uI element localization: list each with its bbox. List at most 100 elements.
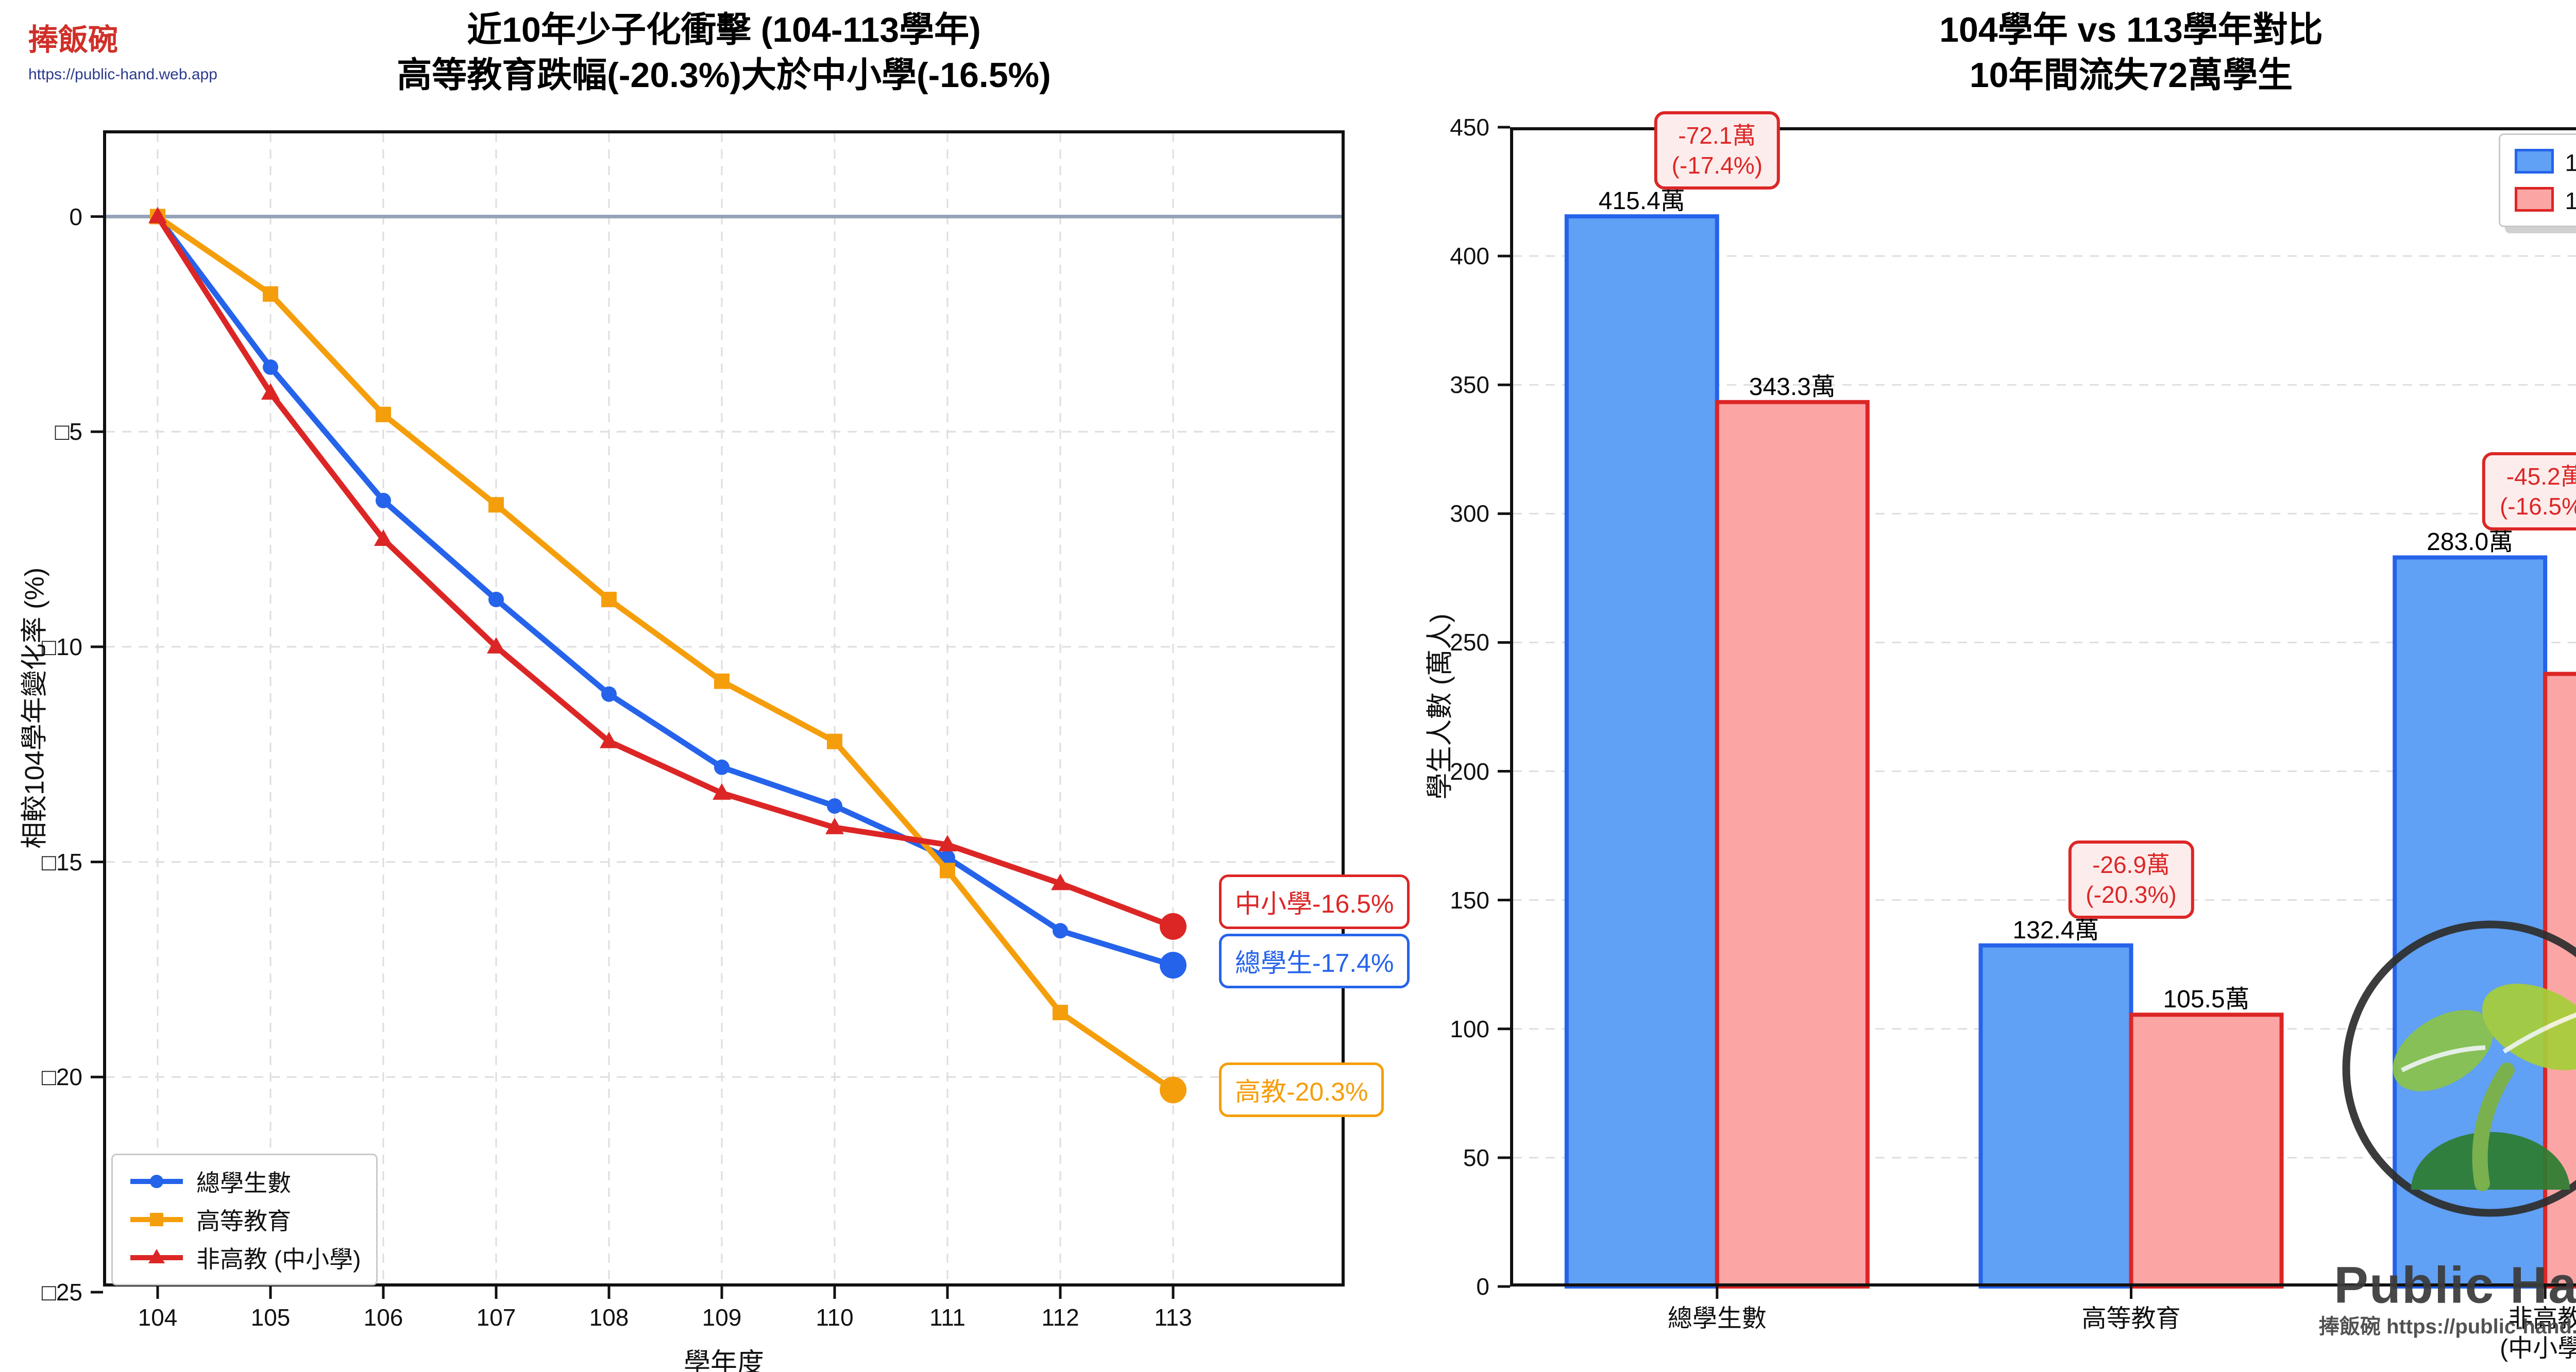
x-tick-label: 109	[702, 1304, 742, 1331]
bar-104	[1564, 214, 1719, 1289]
series-end-dot	[1160, 913, 1187, 940]
y-tick-label: □5	[55, 418, 82, 445]
data-point-marker	[601, 592, 617, 608]
y-tick-label: 150	[1450, 886, 1489, 914]
bar-chart-title-block: 104學年 vs 113學年對比 10年間流失72萬學生	[1510, 7, 2576, 98]
line-chart-legend: 總學生數高等教育非高教 (中小學)	[111, 1154, 378, 1285]
x-tick-label: 107	[476, 1304, 516, 1331]
line-plot-svg	[91, 130, 1345, 1299]
data-point-marker	[488, 497, 504, 513]
legend-item: 113學年 (2024)	[2514, 180, 2576, 218]
y-tick-label: 50	[1463, 1144, 1489, 1171]
triangle-line-swatch-icon	[130, 1249, 183, 1263]
plot-border	[103, 130, 1345, 1287]
y-tick-label: 300	[1450, 500, 1489, 527]
data-point-marker	[1053, 923, 1068, 939]
data-point-marker	[376, 492, 391, 508]
x-tick-label: 104	[138, 1304, 178, 1331]
data-point-marker	[263, 359, 278, 375]
bar-113	[1715, 400, 1870, 1289]
data-point-marker	[150, 1175, 163, 1188]
bar-chart-legend: 104學年 (2015) 113學年 (2024)	[2498, 133, 2576, 227]
data-point-marker	[714, 759, 730, 775]
y-tick-label: 0	[69, 203, 82, 230]
legend-label: 總學生數	[196, 1170, 291, 1196]
data-point-marker	[1051, 873, 1070, 890]
y-tick-label: 100	[1450, 1015, 1489, 1042]
bar-chart-title: 104學年 vs 113學年對比	[1939, 10, 2323, 49]
x-category-label: 非高教(中小學)	[2500, 1305, 2576, 1362]
series-end-dot	[1160, 952, 1187, 979]
x-tick-label: 113	[1154, 1304, 1192, 1331]
data-point-marker	[600, 731, 618, 748]
bar-value-label: 237.8萬	[2538, 638, 2576, 674]
data-point-marker	[263, 286, 278, 302]
bar-color-swatch-icon	[2514, 187, 2554, 212]
y-tick-label: □10	[42, 633, 82, 660]
series-end-dot	[1160, 1076, 1187, 1104]
series-line	[155, 215, 1174, 930]
bar-value-label: 283.0萬	[2427, 528, 2514, 556]
difference-annotation: -72.1萬 (-17.4%)	[1654, 111, 1781, 190]
end-annotation: 高教-20.3%	[1219, 1062, 1384, 1118]
data-point-marker	[714, 673, 730, 689]
bar-plot-svg	[1498, 126, 2576, 1299]
bar-value-label: 415.4萬	[1598, 187, 1685, 215]
bar-113	[2543, 672, 2576, 1289]
brand-url: https://public-hand.web.app	[28, 66, 217, 83]
y-tick-label: 200	[1450, 758, 1489, 785]
data-point-marker	[488, 592, 504, 608]
y-tick-label: 0	[1476, 1273, 1489, 1300]
line-chart-title: 近10年少子化衝擊 (104-113學年)	[467, 10, 981, 49]
bar-104	[1978, 943, 2133, 1289]
square-line-swatch-icon	[130, 1213, 183, 1226]
legend-label: 高等教育	[196, 1208, 291, 1234]
legend-item: 非高教 (中小學)	[128, 1239, 361, 1277]
difference-annotation: -45.2萬(-16.5%)	[2482, 452, 2576, 531]
end-annotation: 中小學-16.5%	[1219, 874, 1410, 929]
end-annotation: 總學生-17.4%	[1219, 934, 1410, 989]
line-chart-subtitle: 高等教育跌幅(-20.3%)大於中小學(-16.5%)	[397, 56, 1051, 95]
data-point-marker	[827, 733, 842, 749]
bar-value-label: 105.5萬	[2163, 986, 2250, 1014]
data-point-marker	[374, 529, 393, 546]
bar-chart-subtitle: 10年間流失72萬學生	[1969, 56, 2293, 95]
x-tick-label: 110	[816, 1304, 854, 1331]
x-tick-label: 112	[1041, 1304, 1079, 1331]
bar-color-swatch-icon	[2514, 149, 2554, 174]
legend-label: 非高教 (中小學)	[196, 1246, 361, 1273]
data-point-marker	[938, 835, 957, 852]
data-point-marker	[825, 817, 844, 834]
y-tick-label: □25	[42, 1279, 82, 1306]
difference-annotation: -26.9萬 (-20.3%)	[2068, 840, 2194, 919]
legend-item: 高等教育	[128, 1200, 361, 1239]
x-tick-label: 105	[250, 1304, 291, 1331]
bar-113	[2129, 1013, 2284, 1289]
series-line	[155, 215, 1174, 968]
legend-label: 113學年 (2024)	[2565, 187, 2576, 214]
y-tick-label: 250	[1450, 629, 1489, 656]
legend-label: 104學年 (2015)	[2565, 149, 2576, 176]
x-tick-label: 106	[363, 1304, 403, 1331]
line-chart-y-axis-label: 相較104學年變化率 (%)	[20, 567, 50, 849]
bar-104	[2393, 555, 2548, 1289]
data-point-marker	[1053, 1004, 1068, 1020]
circle-line-swatch-icon	[130, 1175, 183, 1188]
plot-border	[1510, 127, 2576, 1287]
data-point-marker	[713, 783, 731, 800]
x-category-label: 高等教育	[2081, 1305, 2181, 1332]
legend-item: 104學年 (2015)	[2514, 142, 2576, 180]
data-point-marker	[940, 850, 955, 866]
data-point-marker	[261, 383, 280, 400]
data-point-marker	[376, 406, 391, 422]
brand-name: 捧飯碗	[28, 23, 118, 57]
y-tick-label: 350	[1450, 371, 1489, 399]
x-tick-label: 108	[589, 1304, 629, 1331]
data-point-marker	[940, 863, 955, 879]
legend-item: 總學生數	[128, 1162, 361, 1200]
series-line	[156, 214, 1175, 1092]
y-tick-label: 400	[1450, 243, 1489, 270]
bar-value-label: 343.3萬	[1749, 373, 1836, 401]
line-chart-title-block: 近10年少子化衝擊 (104-113學年) 高等教育跌幅(-20.3%)大於中小…	[103, 7, 1345, 98]
